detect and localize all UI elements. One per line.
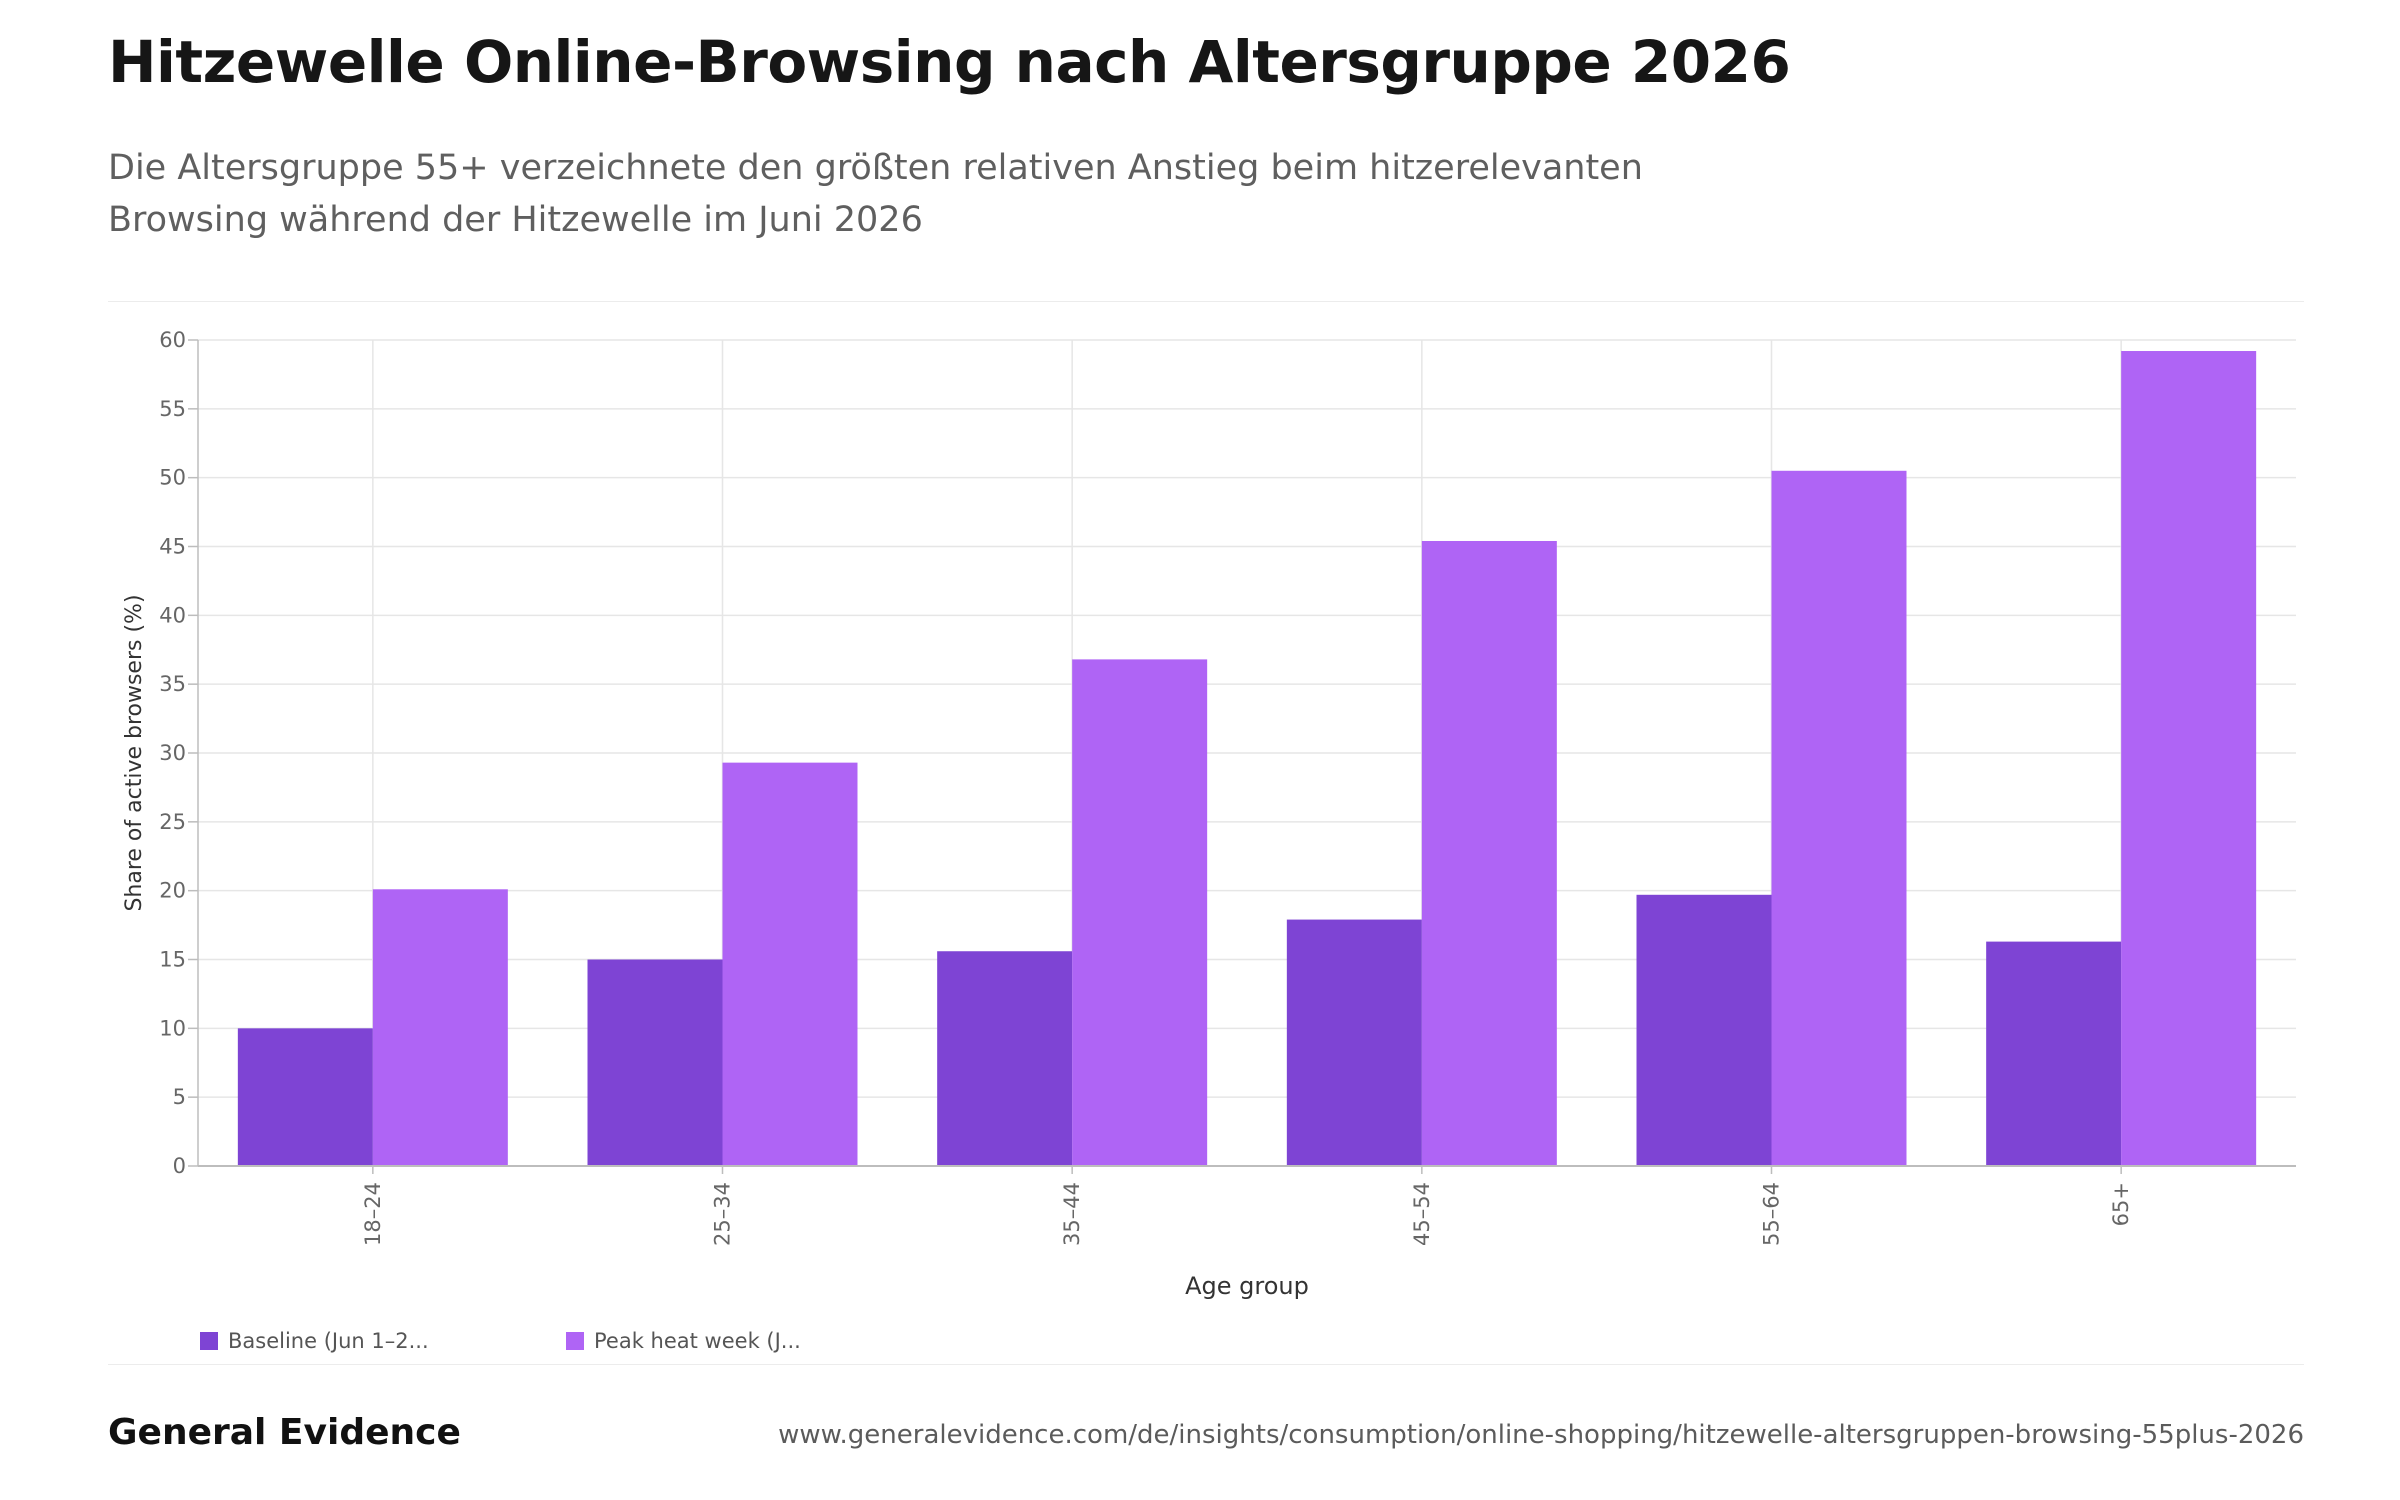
bar-chart: 0 5 10 15 20 25 30 35 40 45 50 55 60 18–24 25–34 35–44 4… [122, 328, 2296, 1300]
legend-item-peak: Peak heat week (J... [566, 1329, 932, 1353]
y-tick-label: 25 [159, 810, 186, 834]
bar-baseline [1636, 894, 1772, 1166]
y-tick-label: 50 [159, 466, 186, 490]
bar-peak [2121, 351, 2257, 1167]
x-tick-label: 55–64 [1760, 1182, 1784, 1246]
x-axis-title: Age group [1185, 1272, 1309, 1300]
y-tick-label: 55 [159, 397, 186, 421]
page-subtitle: Die Altersgruppe 55+ verzeichnete den gr… [108, 148, 1643, 240]
legend-label-baseline: Baseline (Jun 1–2... [228, 1329, 429, 1353]
legend-item-baseline: Baseline (Jun 1–2... [200, 1329, 566, 1353]
bar-peak [1421, 540, 1557, 1166]
footer-brand: General Evidence [108, 1412, 461, 1453]
x-tick-label: 25–34 [711, 1182, 735, 1246]
y-tick-label: 10 [159, 1016, 186, 1040]
bar-peak [1072, 659, 1208, 1166]
y-tick-label: 15 [159, 948, 186, 972]
legend-swatch-baseline [200, 1332, 218, 1350]
bar-baseline [1986, 941, 2122, 1166]
bottom-divider [108, 1364, 2304, 1365]
y-tick-label: 5 [173, 1085, 186, 1109]
y-tick-label: 45 [159, 535, 186, 559]
top-divider [108, 301, 2304, 302]
bar-baseline [237, 1028, 373, 1166]
y-tick-label: 60 [159, 328, 186, 352]
y-tick-label: 20 [159, 879, 186, 903]
y-tick-label: 40 [159, 603, 186, 627]
legend-label-peak: Peak heat week (J... [594, 1329, 801, 1353]
bar-baseline [937, 951, 1073, 1166]
bar-peak [722, 762, 858, 1166]
x-tick-label: 65+ [2109, 1182, 2133, 1226]
footer-url[interactable]: www.generalevidence.com/de/insights/cons… [778, 1420, 2304, 1450]
y-tick-label: 0 [173, 1154, 186, 1178]
y-tick-label: 35 [159, 672, 186, 696]
legend-swatch-peak [566, 1332, 584, 1350]
bar-peak [1771, 470, 1907, 1166]
bar-baseline [587, 959, 723, 1166]
y-tick-label: 30 [159, 741, 186, 765]
chart-legend: Baseline (Jun 1–2... Peak heat week (J..… [200, 1326, 932, 1356]
x-tick-label: 45–54 [1410, 1182, 1434, 1246]
x-tick-label: 35–44 [1060, 1182, 1084, 1246]
x-tick-label: 18–24 [361, 1182, 385, 1246]
y-axis-title: Share of active browsers (%) [122, 594, 147, 911]
bar-peak [372, 889, 508, 1166]
bar-baseline [1286, 919, 1422, 1166]
page-title: Hitzewelle Online-Browsing nach Altersgr… [108, 28, 1791, 96]
